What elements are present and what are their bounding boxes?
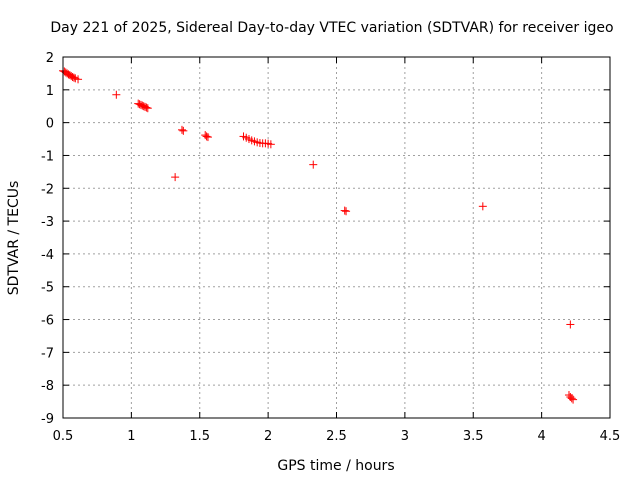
y-tick-label: -7 xyxy=(41,346,54,361)
data-point xyxy=(340,206,349,215)
y-tick-label: 0 xyxy=(46,117,54,132)
data-point xyxy=(177,125,186,134)
data-point xyxy=(309,160,318,169)
y-tick-label: 2 xyxy=(46,51,54,66)
data-point xyxy=(202,132,211,141)
plot-frame xyxy=(62,56,611,419)
data-point xyxy=(342,207,351,216)
data-point xyxy=(112,90,121,99)
data-point xyxy=(567,394,576,403)
y-axis-label: SDTVAR / TECUs xyxy=(6,181,22,296)
y-tick-label: -6 xyxy=(41,314,54,329)
x-tick-label: 4 xyxy=(537,429,545,444)
data-point xyxy=(69,73,78,82)
data-point xyxy=(203,133,212,142)
y-tick-label: -4 xyxy=(41,248,54,263)
data-point xyxy=(266,140,275,149)
data-point xyxy=(569,395,578,404)
x-tick-label: 4.5 xyxy=(600,429,621,444)
x-tick-label: 2.5 xyxy=(326,429,347,444)
data-point xyxy=(566,320,575,329)
x-tick-label: 3 xyxy=(401,429,409,444)
x-tick-label: 1 xyxy=(127,429,135,444)
data-point xyxy=(74,75,83,84)
data-point xyxy=(142,103,151,112)
grid-lines xyxy=(63,57,610,418)
data-point xyxy=(171,173,180,182)
y-tick-label: -2 xyxy=(41,182,54,197)
x-tick-label: 0.5 xyxy=(53,429,74,444)
y-tick-label: 1 xyxy=(46,84,54,99)
x-tick-label: 3.5 xyxy=(463,429,484,444)
tick-labels: 0.5 1 1.5 2 2.5 3 3.5 4 4.5 2 1 0 -1 -2 -3 -4 -5 -6 -7 -8 -9 xyxy=(41,51,620,444)
y-tick-label: -5 xyxy=(41,281,54,296)
y-tick-label: -1 xyxy=(41,149,54,164)
y-tick-label: -9 xyxy=(41,412,54,427)
x-tick-label: 1.5 xyxy=(189,429,210,444)
data-points xyxy=(59,66,578,404)
x-tick-label: 2 xyxy=(264,429,272,444)
data-point xyxy=(179,126,188,135)
y-tick-label: -8 xyxy=(41,379,54,394)
chart-title: Day 221 of 2025, Sidereal Day-to-day VTE… xyxy=(50,20,613,36)
data-point xyxy=(478,202,487,211)
data-point xyxy=(143,104,152,113)
y-tick-label: -3 xyxy=(41,215,54,230)
x-axis-label: GPS time / hours xyxy=(277,458,394,474)
